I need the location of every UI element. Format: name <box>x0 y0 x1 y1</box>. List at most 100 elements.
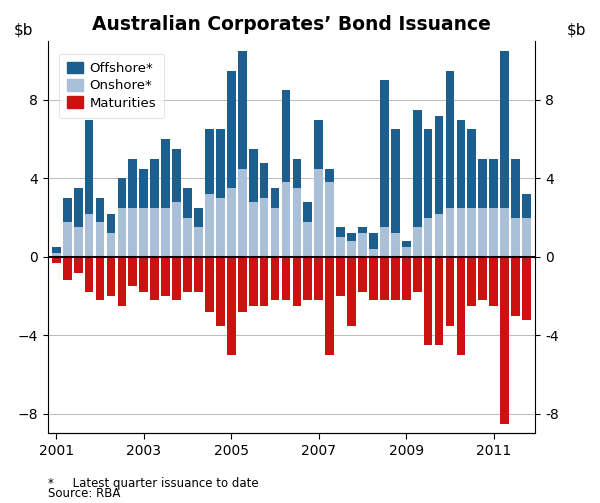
Bar <box>151 208 159 257</box>
Bar <box>314 257 323 300</box>
Bar <box>467 257 476 306</box>
Bar <box>194 208 203 227</box>
Bar <box>511 218 520 257</box>
Bar <box>325 182 334 257</box>
Bar <box>511 257 520 316</box>
Bar <box>227 70 236 188</box>
Bar <box>183 257 192 292</box>
Bar <box>369 233 378 257</box>
Bar <box>413 257 422 292</box>
Bar <box>118 208 126 257</box>
Bar <box>249 257 257 306</box>
Bar <box>139 169 148 208</box>
Bar <box>457 257 465 355</box>
Bar <box>260 198 268 257</box>
Bar <box>249 202 257 257</box>
Bar <box>391 233 400 257</box>
Bar <box>478 208 487 257</box>
Bar <box>52 257 61 263</box>
Bar <box>369 257 378 300</box>
Bar <box>434 257 443 345</box>
Bar <box>128 159 137 208</box>
Bar <box>161 208 170 257</box>
Bar <box>151 257 159 300</box>
Bar <box>467 208 476 257</box>
Bar <box>413 110 422 227</box>
Bar <box>128 257 137 286</box>
Bar <box>95 257 104 300</box>
Bar <box>380 227 389 257</box>
Bar <box>85 120 94 214</box>
Bar <box>172 202 181 257</box>
Bar <box>271 188 280 208</box>
Bar <box>522 194 531 218</box>
Bar <box>424 129 433 218</box>
Bar <box>336 237 345 257</box>
Bar <box>52 253 61 257</box>
Bar <box>478 159 487 208</box>
Bar <box>500 257 509 424</box>
Bar <box>369 233 378 249</box>
Bar <box>194 227 203 257</box>
Bar <box>151 159 159 208</box>
Title: Australian Corporates’ Bond Issuance: Australian Corporates’ Bond Issuance <box>92 15 491 34</box>
Bar <box>490 208 498 257</box>
Bar <box>183 188 192 218</box>
Bar <box>314 169 323 257</box>
Bar <box>446 70 454 208</box>
Bar <box>194 257 203 292</box>
Bar <box>358 233 367 257</box>
Bar <box>227 188 236 257</box>
Bar <box>281 90 290 182</box>
Bar <box>402 241 410 257</box>
Bar <box>522 257 531 319</box>
Bar <box>74 227 83 257</box>
Bar <box>314 120 323 169</box>
Bar <box>216 198 225 257</box>
Bar <box>347 233 356 257</box>
Bar <box>271 208 280 257</box>
Bar <box>457 208 465 257</box>
Bar <box>293 188 301 257</box>
Bar <box>183 218 192 257</box>
Bar <box>325 257 334 355</box>
Bar <box>260 257 268 306</box>
Bar <box>457 120 465 208</box>
Bar <box>500 51 509 208</box>
Bar <box>402 241 410 247</box>
Bar <box>161 257 170 296</box>
Bar <box>85 214 94 257</box>
Bar <box>446 257 454 325</box>
Bar <box>304 221 312 257</box>
Bar <box>216 129 225 198</box>
Bar <box>74 188 83 227</box>
Bar <box>227 257 236 355</box>
Bar <box>358 257 367 292</box>
Bar <box>216 257 225 325</box>
Bar <box>238 169 247 257</box>
Text: $b: $b <box>567 22 586 37</box>
Bar <box>434 214 443 257</box>
Bar <box>380 257 389 300</box>
Bar <box>205 129 214 194</box>
Bar <box>402 257 410 300</box>
Bar <box>446 208 454 257</box>
Bar <box>490 159 498 208</box>
Bar <box>304 202 312 221</box>
Bar <box>238 257 247 312</box>
Legend: Offshore*, Onshore*, Maturities: Offshore*, Onshore*, Maturities <box>59 54 164 118</box>
Bar <box>63 257 71 280</box>
Bar <box>95 198 104 221</box>
Bar <box>336 257 345 296</box>
Bar <box>63 221 71 257</box>
Bar <box>500 208 509 257</box>
Bar <box>249 149 257 202</box>
Bar <box>281 182 290 257</box>
Bar <box>391 257 400 300</box>
Bar <box>238 51 247 169</box>
Bar <box>128 208 137 257</box>
Bar <box>107 214 115 233</box>
Bar <box>205 257 214 312</box>
Bar <box>139 257 148 292</box>
Bar <box>85 257 94 292</box>
